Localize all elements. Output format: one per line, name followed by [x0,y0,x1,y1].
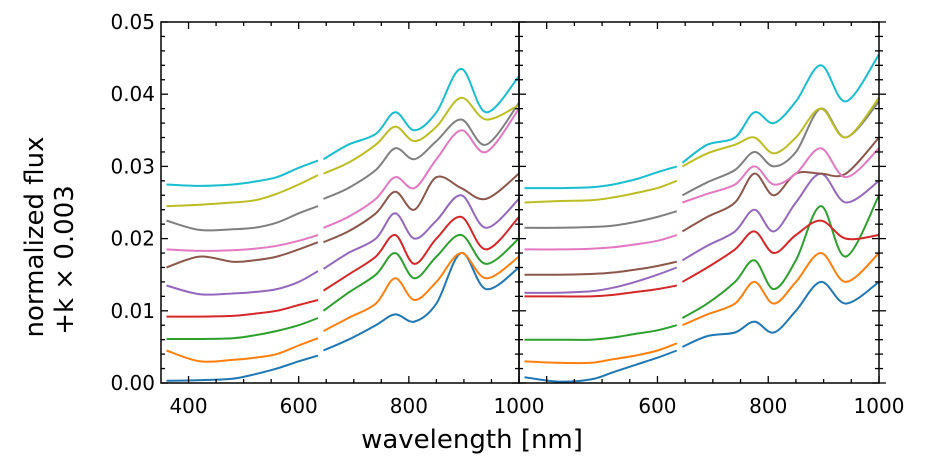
series-line-right-segment1-k=4 [524,266,678,294]
left-panel-curves [166,67,520,382]
series-line-left-segment1-k=9 [166,159,319,187]
right-panel [518,21,886,384]
series-line-right-segment1-k=1 [524,342,678,365]
series-line-right-segment1-k=9 [524,165,678,190]
x-tick-label: 1000 [854,394,905,418]
series-line-left-segment2-k=3 [322,215,520,292]
series-line-right-segment1-k=2 [524,324,678,341]
series-line-left-segment1-k=7 [166,205,319,232]
series-line-left-segment1-k=0 [166,354,319,382]
series-line-left-segment1-k=4 [166,270,319,296]
y-axis-title-line1: normalized flux [20,137,50,338]
y-tick-label: 0.04 [110,82,155,106]
x-tick-label: 800 [390,394,428,418]
series-line-right-segment1-k=0 [524,349,678,383]
left-panel-ticks [161,21,520,384]
series-line-right-segment1-k=5 [524,260,678,276]
series-line-right-segment1-k=8 [524,179,678,204]
series-line-left-segment2-k=1 [323,252,520,332]
right-panel-ticks [519,21,886,384]
series-line-right-segment1-k=7 [524,210,678,229]
x-tick-label: 800 [749,394,787,418]
x-tick-labels: 400 600 800 1000 600 800 1000 [169,394,904,418]
series-line-left-segment1-k=1 [166,337,319,363]
right-panel-frame [518,21,880,384]
x-axis-title: wavelength [nm] [361,425,583,455]
series-line-right-segment2-k=4 [681,172,880,262]
series-line-left-segment1-k=2 [166,317,319,341]
series-line-left-segment2-k=9 [322,67,520,161]
series-line-left-segment1-k=3 [166,299,319,318]
series-line-right-segment2-k=9 [681,53,880,164]
series-line-right-segment2-k=1 [681,252,880,327]
series-line-right-segment2-k=7 [681,100,880,197]
series-line-right-segment2-k=0 [681,280,880,348]
x-tick-label: 1000 [494,394,545,418]
left-panel [160,21,520,384]
series-line-left-segment2-k=2 [322,234,520,312]
series-line-left-segment1-k=6 [166,234,319,252]
series-line-left-segment2-k=0 [323,252,520,352]
left-panel-frame [160,21,520,384]
x-tick-label: 600 [638,394,676,418]
series-line-left-segment2-k=7 [323,102,520,200]
series-line-right-segment2-k=5 [681,136,880,233]
series-line-right-segment1-k=6 [524,234,678,251]
series-line-right-segment2-k=2 [681,194,880,319]
series-line-left-segment2-k=6 [323,107,520,229]
x-tick-label: 600 [280,394,318,418]
y-tick-label: 0.03 [110,154,155,178]
series-line-right-segment2-k=6 [682,147,880,204]
series-line-right-segment2-k=8 [681,97,880,168]
right-panel-curves [524,53,880,383]
series-line-left-segment2-k=8 [323,96,520,175]
series-line-left-segment1-k=5 [166,241,319,269]
y-tick-label: 0.01 [110,299,155,323]
y-tick-label: 0.05 [110,10,155,34]
x-tick-label: 400 [169,394,207,418]
series-line-left-segment2-k=4 [322,194,520,270]
y-tick-label: 0.00 [110,371,155,395]
y-axis-title-line2: +k × 0.003 [50,185,80,335]
series-line-left-segment1-k=8 [166,174,319,208]
series-line-right-segment1-k=3 [524,284,677,298]
y-tick-label: 0.02 [110,227,155,251]
series-line-left-segment2-k=5 [323,172,520,244]
y-tick-labels: 0.00 0.01 0.02 0.03 0.04 0.05 [110,10,155,395]
series-line-right-segment2-k=3 [681,219,880,283]
